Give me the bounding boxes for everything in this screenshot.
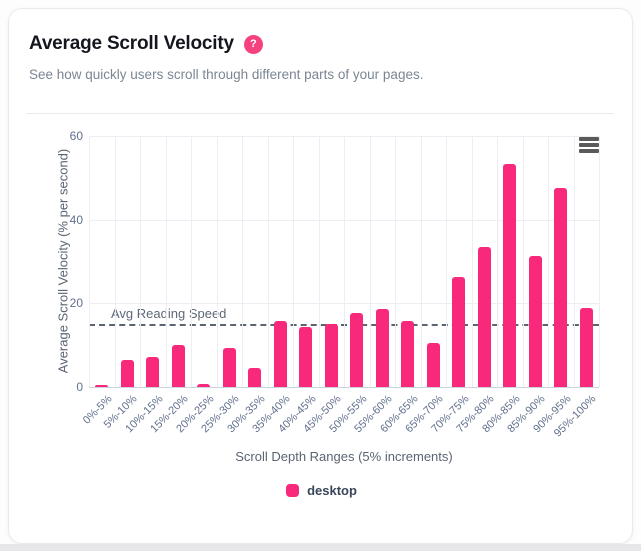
chart-legend: desktop (9, 483, 634, 498)
bar-40%-45%[interactable] (299, 327, 313, 387)
legend-label: desktop (307, 483, 357, 498)
bar-0%-5%[interactable] (95, 384, 109, 387)
x-gridline (548, 136, 549, 387)
bar-55%-60%[interactable] (375, 309, 389, 387)
x-gridline (216, 136, 218, 387)
avg-reading-speed-label: Avg Reading Speed (111, 306, 227, 322)
card-subtitle: See how quickly users scroll through dif… (29, 67, 424, 82)
y-tick-label: 40 (69, 212, 83, 227)
bar-65%-70%[interactable] (426, 343, 440, 387)
bar-85%-90%[interactable] (528, 255, 542, 387)
hamburger-icon (579, 149, 599, 153)
x-gridline (191, 136, 192, 387)
x-gridline (344, 136, 345, 387)
x-gridline (267, 136, 269, 387)
bar-45%-50%[interactable] (324, 324, 338, 387)
bar-90%-95%[interactable] (554, 188, 568, 387)
x-gridline (420, 136, 422, 387)
x-gridline (395, 136, 396, 387)
bar-30%-35%[interactable] (248, 367, 262, 387)
x-gridline (89, 136, 90, 387)
bar-80%-85%[interactable] (503, 164, 517, 387)
scroll-velocity-chart: Average Scroll Velocity (% per second) A… (9, 119, 634, 545)
x-gridline (165, 136, 167, 387)
bar-95%-100%[interactable] (579, 307, 593, 387)
bar-35%-40%[interactable] (273, 320, 287, 387)
x-gridline (573, 136, 575, 387)
hamburger-icon (579, 137, 599, 141)
bar-50%-55%[interactable] (350, 312, 364, 387)
next-section-edge (0, 544, 641, 551)
x-gridline (369, 136, 371, 387)
x-axis-title: Scroll Depth Ranges (5% increments) (235, 449, 453, 464)
plot-area: Avg Reading Speed (89, 136, 600, 388)
help-icon[interactable]: ? (243, 34, 263, 54)
bar-75%-80%[interactable] (477, 246, 491, 387)
x-gridline (242, 136, 243, 387)
bar-20%-25%[interactable] (197, 383, 211, 387)
bar-15%-20%[interactable] (171, 345, 185, 387)
y-tick-label: 0 (76, 380, 83, 394)
bar-10%-15%[interactable] (146, 356, 160, 387)
x-axis-line (89, 387, 599, 388)
x-gridline (446, 136, 447, 387)
legend-item-desktop[interactable]: desktop (286, 483, 357, 498)
chart-context-menu-button[interactable] (577, 135, 601, 155)
x-gridline (140, 136, 141, 387)
x-gridline (318, 136, 320, 387)
x-gridline (293, 136, 294, 387)
bar-70%-75%[interactable] (452, 277, 466, 387)
x-gridline (497, 136, 498, 387)
divider (26, 113, 614, 114)
page-title: Average Scroll Velocity (29, 33, 234, 54)
scroll-velocity-card: Average Scroll Velocity ? See how quickl… (8, 8, 633, 544)
x-gridline (522, 136, 524, 387)
y-axis-title: Average Scroll Velocity (% per second) (55, 148, 71, 374)
x-gridline (599, 136, 600, 387)
y-tick-label: 60 (69, 129, 83, 143)
card-header: Average Scroll Velocity ? See how quickl… (29, 33, 612, 82)
legend-marker (286, 484, 300, 497)
x-gridline (471, 136, 473, 387)
bar-60%-65%[interactable] (401, 321, 415, 387)
y-tick-label: 20 (69, 296, 83, 311)
hamburger-icon (579, 143, 599, 147)
x-gridline (114, 136, 116, 387)
bar-25%-30%[interactable] (222, 347, 236, 387)
bar-5%-10%[interactable] (120, 359, 134, 387)
